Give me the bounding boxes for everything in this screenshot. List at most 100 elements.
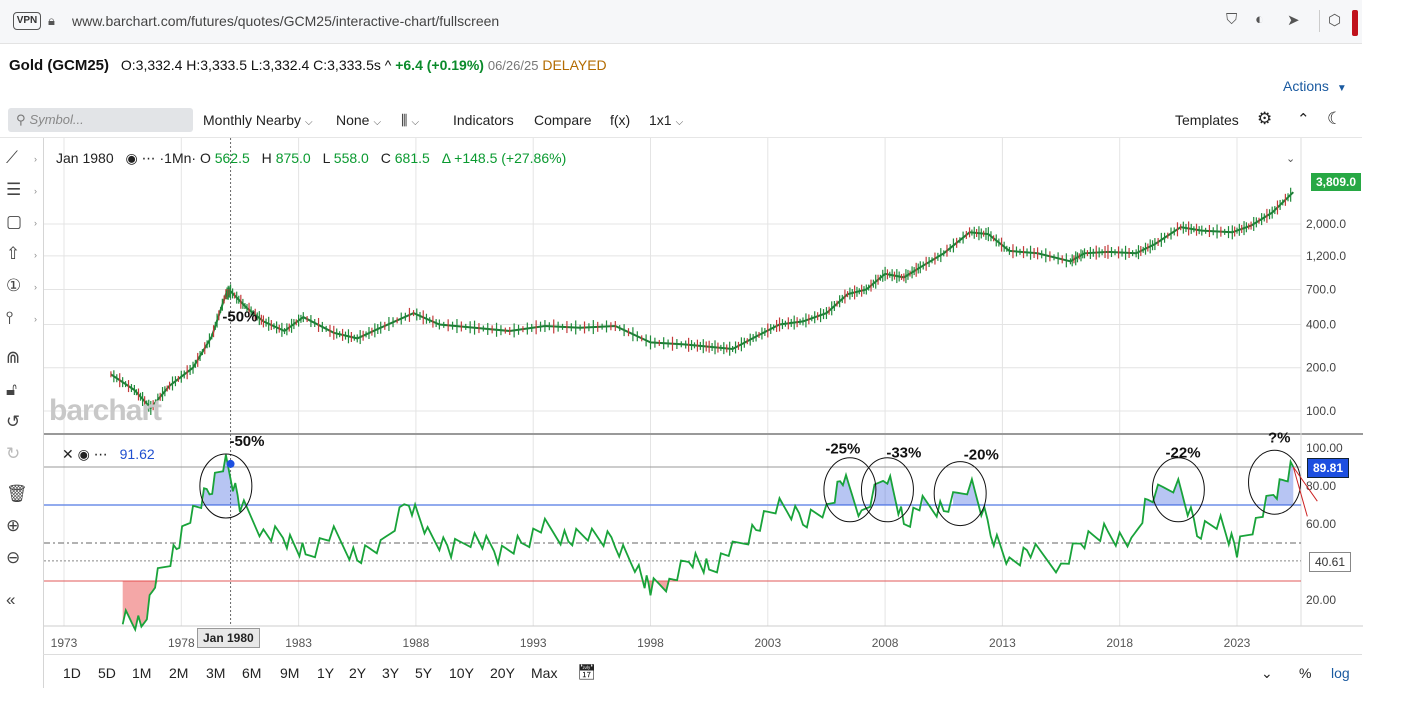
annotation-circle bbox=[823, 457, 877, 523]
symbol-search-input[interactable]: ⚲ Symbol... bbox=[8, 108, 193, 132]
range-2m[interactable]: 2M bbox=[169, 665, 189, 681]
chart-type-dropdown[interactable]: ⫼ ⌵ bbox=[401, 112, 419, 129]
gear-icon[interactable]: ⚙ bbox=[1257, 109, 1273, 128]
function-button[interactable]: f(x) bbox=[610, 112, 631, 128]
range-3y[interactable]: 3Y bbox=[382, 665, 400, 681]
range-9m[interactable]: 9M bbox=[280, 665, 300, 681]
quote-date: 06/26/25 bbox=[487, 58, 539, 73]
indicator-value: 91.62 bbox=[119, 446, 155, 462]
toolbar-divider bbox=[1319, 10, 1320, 32]
range-5y[interactable]: 5Y bbox=[415, 665, 433, 681]
redo-icon[interactable]: ↻ bbox=[6, 444, 21, 463]
oscillator-line bbox=[121, 454, 1295, 633]
range-6m[interactable]: 6M bbox=[242, 665, 262, 681]
crosshair-dot bbox=[226, 459, 235, 468]
layout-dropdown[interactable]: 1x1 ⌵ bbox=[649, 112, 683, 128]
legend-open: 562.5 bbox=[214, 150, 250, 166]
line-tool-icon[interactable]: ⟋ › bbox=[6, 148, 37, 167]
trash-icon[interactable]: 🗑︎ bbox=[6, 484, 28, 503]
more-icon[interactable]: ⋯ bbox=[93, 446, 108, 462]
undo-icon[interactable]: ↺ bbox=[6, 412, 21, 431]
chevron-right-icon: › bbox=[34, 282, 37, 292]
chart-toolbar: ⚲ Symbol... Monthly Nearby ⌵ None ⌵ ⫼ ⌵ Indi… bbox=[0, 100, 1362, 138]
chevron-down-double-icon[interactable]: ⌄ bbox=[1261, 665, 1273, 681]
annotation-label: -20% bbox=[964, 446, 999, 463]
range-10y[interactable]: 10Y bbox=[449, 665, 474, 681]
x-tick-label: 2023 bbox=[1224, 636, 1251, 650]
vpn-badge[interactable]: VPN bbox=[13, 12, 41, 30]
legend-interval: ·1Mn· bbox=[159, 150, 197, 166]
period-dropdown[interactable]: Monthly Nearby ⌵ bbox=[203, 112, 313, 128]
actions-label: Actions bbox=[1283, 78, 1329, 94]
translate-icon[interactable]: ◐ bbox=[1255, 11, 1265, 28]
lock-icon: 🔒︎ bbox=[48, 13, 55, 28]
percent-toggle[interactable]: % bbox=[1299, 665, 1312, 681]
range-1m[interactable]: 1M bbox=[132, 665, 152, 681]
arrow-tool-icon[interactable]: ⇧ › bbox=[6, 244, 37, 263]
calendar-icon[interactable]: 📅︎ bbox=[577, 664, 597, 681]
x-tick-label: 2018 bbox=[1106, 636, 1133, 650]
range-1d[interactable]: 1D bbox=[63, 665, 81, 681]
overlay-label: None bbox=[336, 112, 370, 128]
scroll-indicator bbox=[1352, 10, 1358, 36]
last-price-tag: 3,809.0 bbox=[1311, 173, 1362, 191]
range-bar: 1D 5D 1M 2M 3M 6M 9M 1Y 2Y 3Y 5Y 10Y 20Y Max 📅︎ ⌄ % l… bbox=[43, 654, 1362, 688]
legend-low-label: L bbox=[322, 150, 330, 166]
annotation-label: -50% bbox=[222, 308, 257, 325]
range-1y[interactable]: 1Y bbox=[317, 665, 335, 681]
indicator-tick-label: 80.00 bbox=[1306, 479, 1336, 493]
compare-button[interactable]: Compare bbox=[534, 112, 592, 128]
annotation-label: -25% bbox=[825, 441, 860, 458]
range-5d[interactable]: 5D bbox=[98, 665, 116, 681]
collapse-sidebar-icon[interactable]: « bbox=[6, 590, 16, 609]
address-bar[interactable]: www.barchart.com/futures/quotes/GCM25/in… bbox=[72, 13, 500, 29]
shape-tool-icon[interactable]: ▢ › bbox=[6, 212, 37, 231]
chevron-right-icon: › bbox=[34, 314, 37, 324]
indicators-button[interactable]: Indicators bbox=[453, 112, 514, 128]
zoom-out-icon[interactable]: ⊖ bbox=[6, 548, 21, 567]
send-icon[interactable]: ➤ bbox=[1287, 12, 1300, 29]
eye-icon[interactable]: ◉ bbox=[77, 446, 90, 462]
quote-change: +6.4 (+0.19%) bbox=[395, 57, 484, 73]
unlock-icon[interactable]: 🔓︎ bbox=[6, 380, 18, 399]
x-tick-label: 1998 bbox=[637, 636, 664, 650]
x-tick-label: 2008 bbox=[872, 636, 899, 650]
search-placeholder: Symbol... bbox=[29, 112, 84, 127]
annotation-label: -33% bbox=[886, 445, 921, 462]
fib-tool-icon[interactable]: ☰ › bbox=[6, 180, 37, 199]
price-tick-label: 700.0 bbox=[1306, 283, 1336, 297]
chevron-down-icon: ⌵ bbox=[411, 117, 420, 128]
log-toggle[interactable]: log bbox=[1331, 665, 1350, 681]
price-line bbox=[110, 191, 1294, 410]
range-2y[interactable]: 2Y bbox=[349, 665, 367, 681]
measure-tool-icon[interactable]: ⫯ › bbox=[6, 308, 37, 327]
level-tag: 40.61 bbox=[1309, 552, 1352, 572]
range-3m[interactable]: 3M bbox=[206, 665, 226, 681]
eye-icon[interactable]: ◉ bbox=[125, 150, 138, 166]
close-icon[interactable]: ✕ bbox=[62, 446, 74, 462]
chevron-down-icon[interactable]: ⌄ bbox=[1286, 153, 1296, 165]
x-tick-label: 1973 bbox=[51, 636, 78, 650]
chevron-down-icon: ⌵ bbox=[373, 117, 382, 128]
counter-tool-icon[interactable]: ① › bbox=[6, 276, 37, 295]
actions-menu[interactable]: Actions ▼ bbox=[1283, 78, 1347, 94]
dark-mode-icon[interactable]: ☾ bbox=[1327, 109, 1343, 128]
magnet-icon[interactable]: ⋒ bbox=[6, 348, 21, 367]
range-max[interactable]: Max bbox=[531, 665, 558, 681]
x-tick-label: 2003 bbox=[754, 636, 781, 650]
templates-button[interactable]: Templates bbox=[1175, 112, 1239, 128]
chevron-right-icon: › bbox=[34, 154, 37, 164]
indicator-tick-label: 100.00 bbox=[1306, 441, 1343, 455]
cube-icon[interactable]: ⬡ bbox=[1328, 12, 1342, 29]
more-icon[interactable]: ⋯ bbox=[141, 150, 156, 166]
search-icon: ⚲ bbox=[16, 112, 26, 127]
overlay-dropdown[interactable]: None ⌵ bbox=[336, 112, 381, 128]
period-label: Monthly Nearby bbox=[203, 112, 302, 128]
chart-area[interactable]: 1973 1978 1983 1988 1993 1998 2003 2008 2013 2018… bbox=[43, 138, 1363, 688]
shield-icon[interactable]: ⛉ bbox=[1226, 11, 1238, 28]
collapse-icon[interactable]: ⌃ bbox=[1297, 111, 1310, 128]
chevron-right-icon: › bbox=[34, 218, 37, 228]
chart-canvas[interactable]: 1973 1978 1983 1988 1993 1998 2003 2008 2013 2018… bbox=[44, 138, 1363, 688]
range-20y[interactable]: 20Y bbox=[490, 665, 515, 681]
zoom-in-icon[interactable]: ⊕ bbox=[6, 516, 21, 535]
